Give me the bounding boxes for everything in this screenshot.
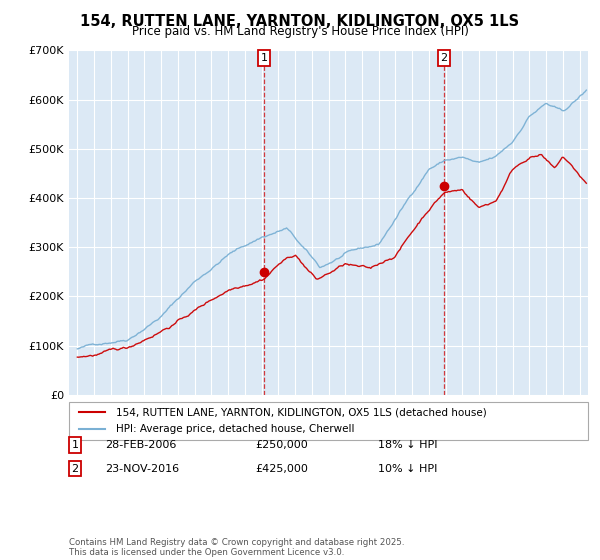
Text: 2: 2 xyxy=(440,53,448,63)
Text: £250,000: £250,000 xyxy=(255,440,308,450)
Text: 154, RUTTEN LANE, YARNTON, KIDLINGTON, OX5 1LS (detached house): 154, RUTTEN LANE, YARNTON, KIDLINGTON, O… xyxy=(116,407,487,417)
Text: 154, RUTTEN LANE, YARNTON, KIDLINGTON, OX5 1LS: 154, RUTTEN LANE, YARNTON, KIDLINGTON, O… xyxy=(80,14,520,29)
Text: Contains HM Land Registry data © Crown copyright and database right 2025.
This d: Contains HM Land Registry data © Crown c… xyxy=(69,538,404,557)
Text: Price paid vs. HM Land Registry's House Price Index (HPI): Price paid vs. HM Land Registry's House … xyxy=(131,25,469,38)
Text: 23-NOV-2016: 23-NOV-2016 xyxy=(105,464,179,474)
Text: 2: 2 xyxy=(71,464,79,474)
Text: 18% ↓ HPI: 18% ↓ HPI xyxy=(378,440,437,450)
Text: HPI: Average price, detached house, Cherwell: HPI: Average price, detached house, Cher… xyxy=(116,424,354,434)
FancyBboxPatch shape xyxy=(69,402,588,440)
Text: £425,000: £425,000 xyxy=(255,464,308,474)
Text: 10% ↓ HPI: 10% ↓ HPI xyxy=(378,464,437,474)
Text: 1: 1 xyxy=(71,440,79,450)
Text: 28-FEB-2006: 28-FEB-2006 xyxy=(105,440,176,450)
Text: 1: 1 xyxy=(260,53,268,63)
